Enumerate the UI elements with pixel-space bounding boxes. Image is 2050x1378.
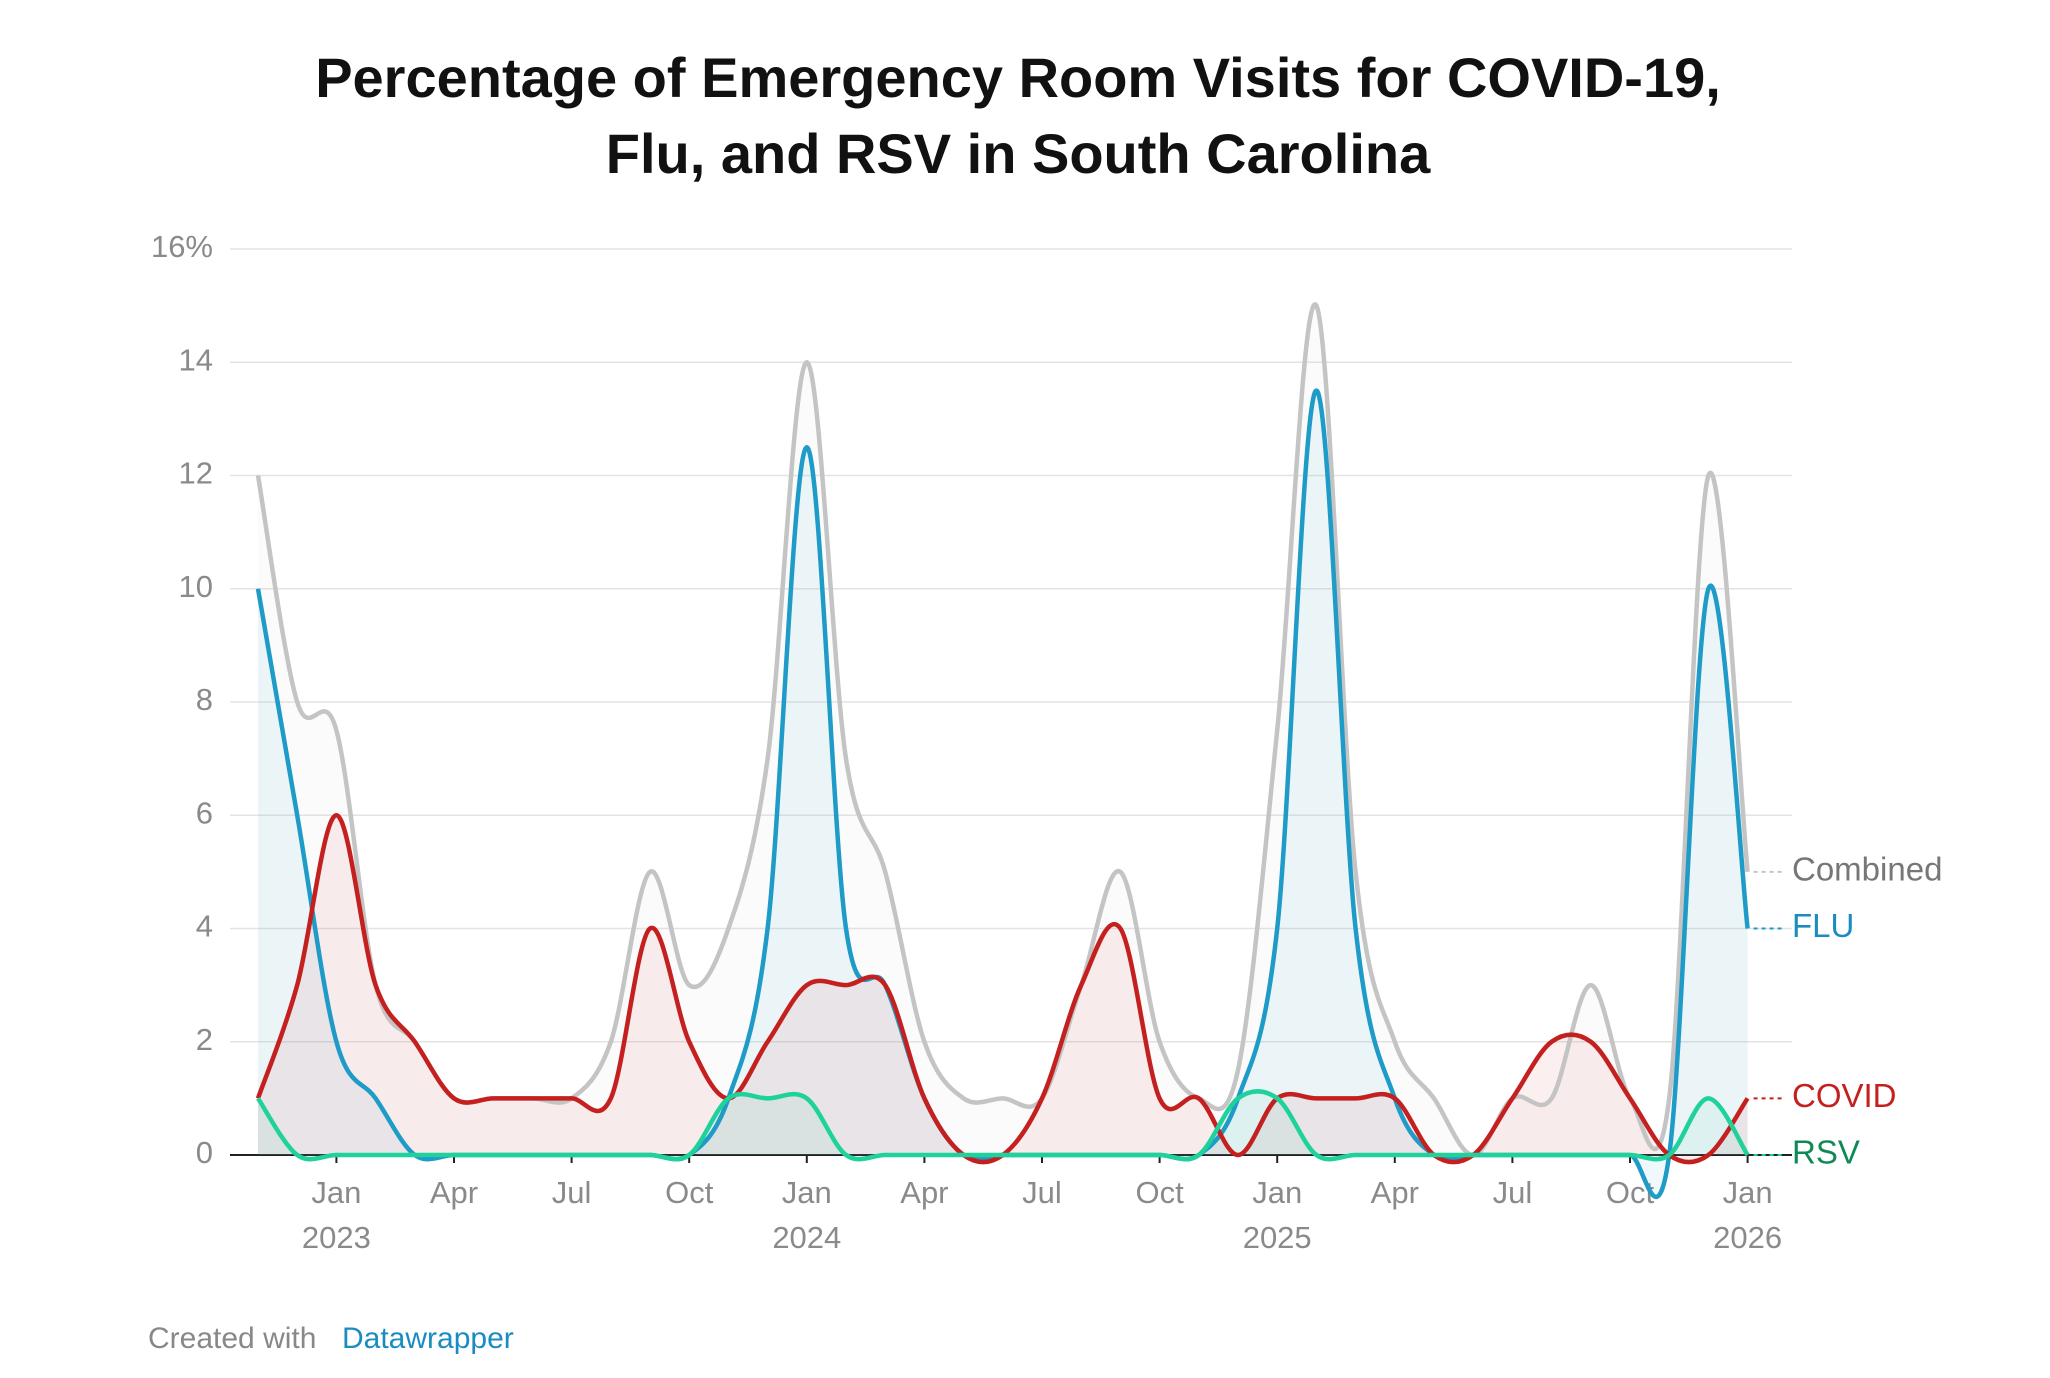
- y-tick-label: 2: [196, 1022, 213, 1057]
- x-tick-label: Jan 2024: [772, 1175, 841, 1255]
- x-tick-label: Jan 2025: [1243, 1175, 1312, 1255]
- series-line: [256, 1089, 1750, 1162]
- x-tick-label: Jul: [1022, 1175, 1062, 1210]
- series-label: RSV: [1792, 1134, 1860, 1171]
- x-tick-label: Apr: [430, 1175, 478, 1210]
- y-tick-label: 10: [179, 569, 213, 604]
- series-line: [255, 302, 1750, 1158]
- x-tick-label: Apr: [1371, 1175, 1419, 1210]
- series-line: [255, 813, 1750, 1165]
- series-label: FLU: [1792, 907, 1854, 944]
- x-tick-label: Jul: [1493, 1175, 1533, 1210]
- series-area: [258, 815, 1748, 1163]
- chart-title: Percentage of Emergency Room Visits for …: [315, 46, 1721, 185]
- y-tick-label: 6: [196, 795, 213, 830]
- x-tick-label: Jul: [552, 1175, 592, 1210]
- y-tick-label: 12: [179, 456, 213, 491]
- y-tick-label: 0: [196, 1135, 213, 1170]
- x-tick-label: Jan 2026: [1713, 1175, 1782, 1255]
- y-tick-label: 4: [196, 909, 213, 944]
- x-tick-label: Jan 2023: [302, 1175, 371, 1255]
- footer-link[interactable]: Datawrapper: [342, 1322, 514, 1355]
- x-tick-label: Apr: [900, 1175, 948, 1210]
- y-tick-label: 16%: [151, 229, 213, 264]
- x-tick-label: Oct: [665, 1175, 714, 1210]
- series-label: COVID: [1792, 1077, 1897, 1114]
- y-tick-label: 14: [179, 342, 213, 377]
- x-tick-label: Oct: [1135, 1175, 1184, 1210]
- series-label: Combined: [1792, 851, 1942, 888]
- footer-text: Created with: [148, 1322, 316, 1355]
- y-tick-label: 8: [196, 682, 213, 717]
- series-area: [258, 304, 1748, 1155]
